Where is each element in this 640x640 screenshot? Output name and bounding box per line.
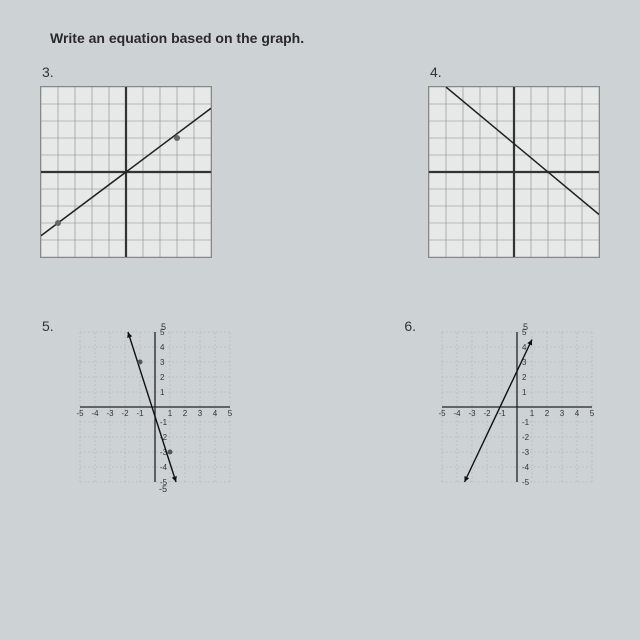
problem-number: 6.	[404, 318, 416, 334]
row-bottom: 5. -5-4-3-2-112345-5-4-3-2-1123455-5 6. …	[40, 318, 600, 501]
svg-text:1: 1	[167, 409, 172, 418]
svg-text:1: 1	[522, 388, 527, 397]
problem-6: 6. -5-4-3-2-112345-5-4-3-2-1123455	[402, 318, 600, 501]
svg-text:-5: -5	[76, 409, 84, 418]
svg-text:-3: -3	[522, 448, 530, 457]
problem-number: 4.	[430, 64, 600, 80]
svg-text:-2: -2	[483, 409, 491, 418]
svg-text:2: 2	[522, 373, 527, 382]
svg-text:-3: -3	[106, 409, 114, 418]
svg-text:4: 4	[212, 409, 217, 418]
svg-text:-4: -4	[522, 463, 530, 472]
svg-text:-5: -5	[438, 409, 446, 418]
row-top: 3. 4.	[40, 64, 600, 258]
problem-3: 3.	[40, 64, 212, 258]
problem-4: 4.	[428, 64, 600, 258]
svg-text:-4: -4	[160, 463, 168, 472]
svg-text:-5: -5	[522, 478, 530, 487]
graph-4	[428, 86, 600, 258]
svg-text:-1: -1	[522, 418, 530, 427]
svg-text:1: 1	[160, 388, 165, 397]
svg-text:3: 3	[560, 409, 565, 418]
graph-6: -5-4-3-2-112345-5-4-3-2-1123455	[434, 318, 600, 501]
svg-text:5: 5	[161, 322, 166, 332]
svg-text:3: 3	[160, 358, 165, 367]
problem-number: 5.	[42, 318, 54, 334]
problem-number: 3.	[42, 64, 212, 80]
svg-text:2: 2	[160, 373, 165, 382]
svg-text:3: 3	[197, 409, 202, 418]
problem-5: 5. -5-4-3-2-112345-5-4-3-2-1123455-5	[40, 318, 238, 501]
svg-text:-2: -2	[522, 433, 530, 442]
svg-text:2: 2	[182, 409, 187, 418]
svg-text:1: 1	[530, 409, 535, 418]
svg-text:-3: -3	[468, 409, 476, 418]
svg-text:-1: -1	[136, 409, 144, 418]
instruction-text: Write an equation based on the graph.	[50, 30, 600, 46]
svg-text:5: 5	[523, 322, 528, 332]
svg-text:5: 5	[590, 409, 595, 418]
svg-text:-1: -1	[160, 418, 168, 427]
svg-text:4: 4	[160, 343, 165, 352]
svg-text:-2: -2	[121, 409, 129, 418]
graph-3	[40, 86, 212, 258]
svg-text:2: 2	[545, 409, 550, 418]
svg-text:4: 4	[575, 409, 580, 418]
graph-5: -5-4-3-2-112345-5-4-3-2-1123455-5	[72, 318, 238, 501]
svg-text:-5: -5	[159, 484, 167, 494]
svg-text:-4: -4	[453, 409, 461, 418]
svg-text:5: 5	[227, 409, 232, 418]
svg-text:-1: -1	[498, 409, 506, 418]
svg-text:-4: -4	[91, 409, 99, 418]
